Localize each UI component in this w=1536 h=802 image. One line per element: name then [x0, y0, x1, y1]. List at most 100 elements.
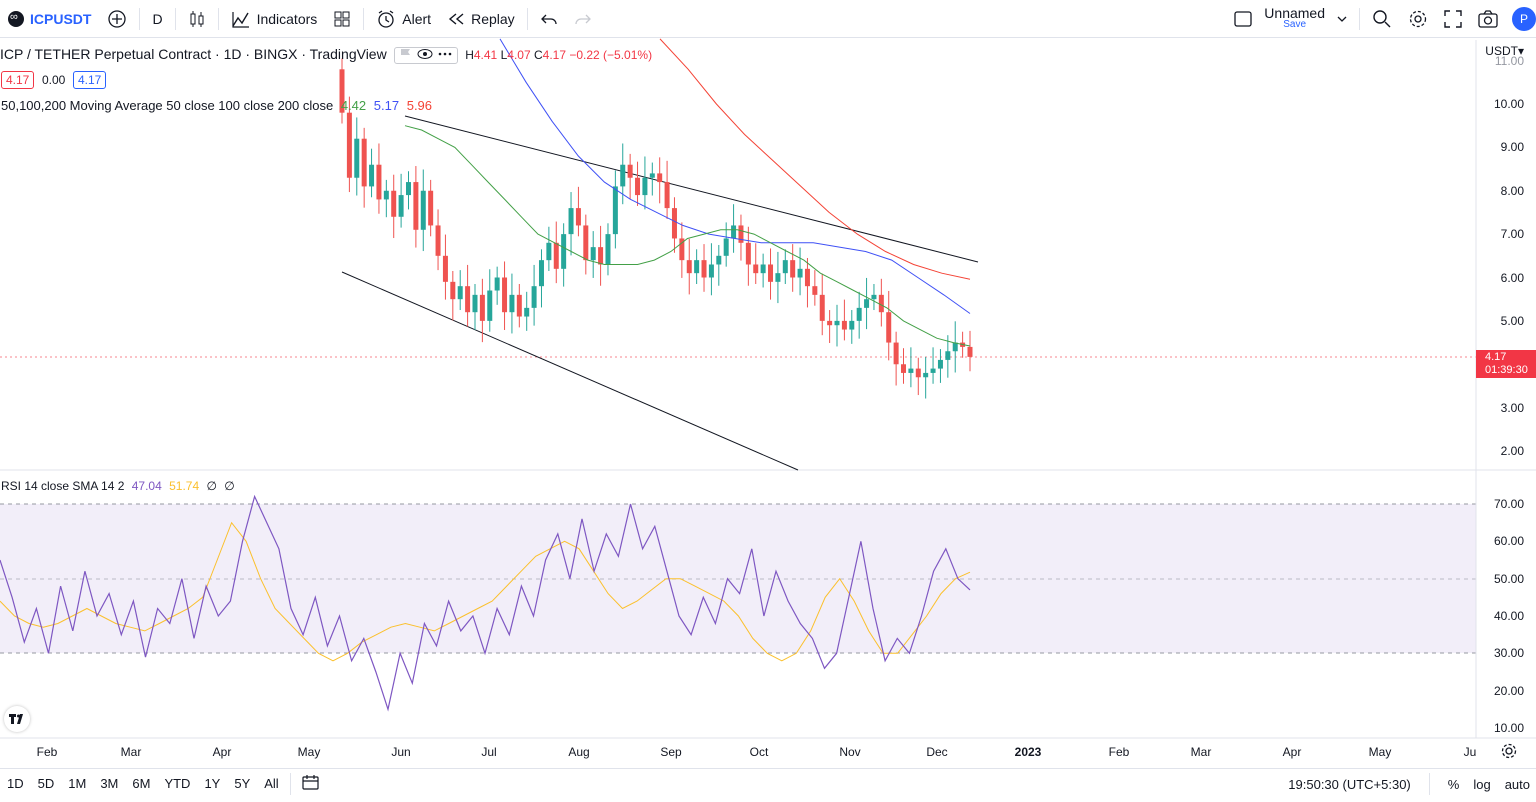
candle-body	[782, 260, 788, 274]
layouts-button[interactable]	[325, 0, 359, 38]
alert-button[interactable]: Alert	[368, 0, 439, 38]
rsi-tick: 10.00	[1493, 721, 1524, 735]
user-avatar[interactable]: P	[1512, 7, 1536, 31]
redo-button[interactable]	[566, 0, 600, 38]
candle-body	[930, 368, 936, 373]
percent-toggle[interactable]: %	[1447, 776, 1460, 792]
range-6m[interactable]: 6M	[132, 776, 151, 791]
range-5y[interactable]: 5Y	[234, 776, 251, 791]
candle-body	[620, 164, 626, 187]
current-price-tag: 4.17 01:39:30	[1476, 350, 1536, 378]
ask-box[interactable]: 4.17	[72, 71, 107, 89]
candle-body	[642, 177, 648, 196]
candle-body	[945, 351, 951, 360]
price-tick: 8.00	[1500, 183, 1524, 198]
clock[interactable]: 19:50:30 (UTC+5:30)	[1288, 776, 1411, 792]
layout-menu[interactable]: Unnamed Save	[1226, 0, 1355, 38]
rsi-line	[0, 494, 971, 712]
eye-icon[interactable]	[417, 48, 433, 60]
candle-body	[753, 264, 759, 274]
ma200-line	[659, 38, 971, 280]
more-icon[interactable]	[437, 48, 453, 60]
candle-body	[450, 281, 456, 300]
candle-body	[524, 307, 530, 317]
time-tick: Feb	[36, 745, 58, 759]
range-1m[interactable]: 1M	[68, 776, 87, 791]
undo-button[interactable]	[532, 0, 566, 38]
candle-body	[598, 247, 604, 265]
rsi-ma-line	[0, 521, 971, 662]
auto-toggle[interactable]: auto	[1504, 776, 1530, 792]
rewind-icon	[448, 12, 464, 25]
candle-body	[465, 286, 471, 313]
undo-icon	[540, 14, 557, 24]
snapshot-button[interactable]	[1470, 0, 1506, 38]
indicators-button[interactable]: Indicators	[223, 0, 326, 38]
divider	[289, 772, 291, 795]
range-5d[interactable]: 5D	[37, 776, 55, 791]
time-tick: Apr	[212, 745, 232, 759]
candle-body	[723, 238, 729, 256]
candle-body	[841, 320, 847, 330]
alarm-clock-icon	[378, 9, 394, 28]
bid-box[interactable]: 4.17	[1, 71, 35, 89]
candle-body	[435, 225, 441, 256]
currency-label: USDT	[1485, 44, 1518, 58]
range-1y[interactable]: 1Y	[204, 776, 221, 791]
candle-body	[731, 225, 737, 239]
time-tick: 2023	[1014, 745, 1042, 759]
replay-button[interactable]: Replay	[439, 0, 523, 38]
chart-type-button[interactable]	[180, 0, 214, 38]
range-all[interactable]: All	[264, 776, 279, 791]
candle-body	[502, 277, 508, 313]
ma100-value: 5.17	[373, 98, 400, 113]
goto-date-button[interactable]	[295, 774, 327, 793]
chevron-down-icon	[1337, 16, 1347, 22]
candle-body	[864, 299, 870, 308]
compare-button[interactable]	[99, 0, 135, 38]
symbol-search[interactable]: ICPUSDT	[0, 0, 99, 38]
save-label[interactable]: Save	[1283, 19, 1307, 30]
candle-body	[568, 208, 574, 235]
ma50-value: 4.42	[340, 98, 367, 113]
candle-body	[442, 255, 448, 282]
candle-body	[457, 286, 463, 300]
icp-logo-icon	[8, 10, 24, 27]
price-tick: 5.00	[1500, 313, 1524, 328]
flag-icon[interactable]	[399, 48, 413, 60]
na-value-2: ∅	[224, 479, 235, 493]
rsi-tick: 20.00	[1493, 683, 1524, 698]
divider	[139, 7, 141, 30]
currency-selector[interactable]: USDT▾	[1485, 44, 1524, 58]
candle-body	[575, 208, 581, 226]
gear-icon[interactable]	[1500, 742, 1518, 760]
high-value: 4.41	[473, 48, 498, 62]
candle-body	[420, 190, 426, 230]
price-tick: 11.00	[1494, 54, 1524, 68]
right-toolbar: Unnamed Save P	[1226, 0, 1536, 38]
candle-body	[716, 255, 722, 265]
high-label: H	[465, 48, 474, 62]
camera-icon	[1478, 10, 1498, 28]
settings-button[interactable]	[1400, 0, 1436, 38]
candle-body	[346, 112, 352, 178]
candle-body	[679, 238, 685, 261]
time-tick: Ju	[1463, 745, 1477, 759]
candle-body	[849, 320, 855, 330]
price-tick: 10.00	[1493, 97, 1524, 111]
layout-name[interactable]: Unnamed Save	[1258, 6, 1331, 31]
tradingview-logo[interactable]	[4, 706, 30, 732]
range-1d[interactable]: 1D	[7, 776, 24, 791]
interval-button[interactable]: D	[144, 0, 170, 38]
fullscreen-button[interactable]	[1436, 0, 1470, 38]
range-ytd[interactable]: YTD	[164, 776, 191, 791]
candle-body	[487, 290, 493, 321]
candle-body	[413, 182, 419, 230]
range-3m[interactable]: 3M	[100, 776, 119, 791]
log-toggle[interactable]: log	[1473, 776, 1491, 792]
ma-legend: 50,100,200 Moving Average 50 close 100 c…	[1, 98, 432, 113]
time-tick: Sep	[660, 745, 682, 759]
search-button[interactable]	[1364, 0, 1400, 38]
bottom-right: 19:50:30 (UTC+5:30) % log auto	[1288, 769, 1536, 799]
